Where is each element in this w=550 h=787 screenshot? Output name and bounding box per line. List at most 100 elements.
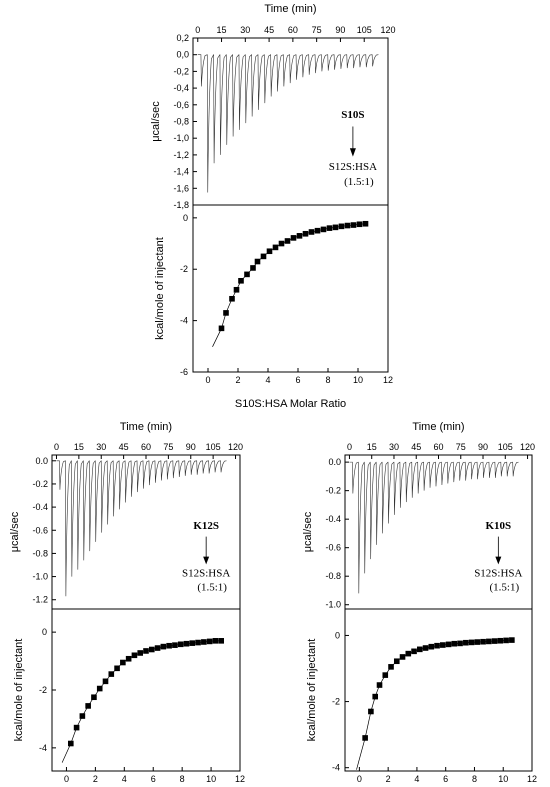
data-point	[278, 240, 285, 247]
integrated-ytick-label: -4	[180, 316, 188, 326]
annotation-ligand: K12S	[193, 520, 219, 532]
data-point	[445, 641, 452, 648]
integrated-panel: 0 2 4 6 8 10 12 S10S:HSA Molar Ratio 0 -2 -4 -6 kcal…	[154, 204, 393, 410]
integrated-xtick-label: 12	[527, 774, 537, 784]
annotation-complex: S12S:HSA	[182, 568, 230, 580]
data-point	[201, 639, 207, 645]
data-point	[302, 230, 309, 237]
data-point	[350, 222, 357, 228]
data-point	[114, 665, 120, 672]
data-point	[382, 672, 389, 678]
integrated-xtick-label: 6	[151, 774, 156, 784]
integrated-panel: 0 2 4 6 8 10 12 0 -2 -4 kcal/mole of injectant	[13, 608, 245, 784]
raw-xtick-label: 0	[54, 442, 59, 452]
integrated-plot-frame	[51, 608, 241, 772]
annotation-ligand: K10S	[485, 520, 511, 532]
raw-ytick-label: -0.8	[325, 571, 341, 581]
data-point	[96, 685, 103, 692]
raw-xtick-label: 90	[478, 442, 488, 452]
raw-panel: 0 15 30 45 60 75 90 105 120 Time (min) 0,2 0,0 -0,2 -…	[150, 3, 396, 210]
integrated-xtick-label: 2	[235, 375, 240, 385]
annotation-complex: S12S:HSA	[474, 568, 522, 580]
data-point	[166, 642, 172, 649]
integrated-ytick-label: 0	[335, 630, 340, 640]
raw-y-axis-title: μcal/sec	[150, 101, 162, 142]
data-point	[212, 638, 219, 644]
data-point	[284, 238, 291, 244]
integrated-xtick-label: 8	[180, 774, 185, 784]
data-point	[254, 258, 261, 265]
fit-curve	[61, 640, 222, 763]
raw-xtick-label: 60	[288, 25, 298, 35]
raw-ytick-label: -1,8	[173, 200, 189, 210]
raw-xtick-label: 45	[119, 442, 129, 452]
raw-xtick-label: 75	[163, 442, 173, 452]
integrated-xtick-label: 4	[122, 774, 127, 784]
data-point	[102, 678, 109, 685]
raw-ytick-label: -0,6	[173, 100, 189, 110]
raw-ytick-label: -1.0	[32, 572, 48, 582]
integrated-ytick-label: -2	[332, 697, 340, 707]
data-point	[131, 652, 138, 659]
data-point	[362, 735, 368, 741]
data-point	[160, 643, 167, 650]
raw-thermogram-trace	[56, 460, 227, 597]
raw-x-axis-title: Time (min)	[264, 3, 316, 15]
annotation-ratio: (1.5:1)	[197, 582, 227, 594]
raw-y-axis-title: μcal/sec	[9, 511, 21, 552]
integrated-ytick-label: -2	[180, 264, 188, 274]
data-point	[451, 640, 458, 647]
raw-ytick-label: -0,2	[173, 66, 189, 76]
raw-xtick-label: 60	[433, 442, 443, 452]
data-point	[509, 637, 515, 643]
data-point	[272, 244, 279, 251]
data-point	[218, 638, 224, 644]
annotation-arrow-head	[349, 148, 356, 157]
integrated-y-axis-title: kcal/mole of injectant	[154, 237, 166, 340]
data-point	[233, 286, 240, 293]
data-point	[503, 637, 509, 644]
data-point	[290, 235, 297, 241]
data-point	[434, 642, 440, 649]
raw-ytick-label: -1,0	[173, 133, 189, 143]
raw-xtick-label: 45	[411, 442, 421, 452]
data-point	[491, 638, 498, 644]
raw-xtick-label: 15	[367, 442, 377, 452]
data-point	[296, 233, 303, 239]
data-point	[73, 724, 80, 731]
raw-panel: 0 15 30 45 60 75 90 105 120 Time (min) 0.0 -0.2 -0.4…	[302, 421, 535, 610]
data-point	[338, 223, 345, 230]
raw-xtick-label: 30	[389, 442, 399, 452]
raw-xtick-label: 30	[96, 442, 106, 452]
raw-xtick-label: 60	[141, 442, 151, 452]
integrated-xtick-label: 8	[472, 774, 477, 784]
data-point	[79, 713, 86, 719]
raw-ytick-label: 0.0	[35, 456, 48, 466]
integrated-xtick-label: 0	[357, 774, 362, 784]
integrated-ytick-label: 0	[42, 627, 47, 637]
integrated-ytick-label: -4	[332, 763, 340, 773]
raw-ytick-label: -0.8	[32, 548, 48, 558]
data-point	[183, 640, 190, 647]
data-point	[474, 639, 481, 645]
data-point	[486, 638, 492, 645]
raw-ytick-label: 0.0	[328, 457, 341, 467]
raw-ytick-label: -1,6	[173, 183, 189, 193]
integrated-plot-frame	[344, 608, 533, 772]
data-point	[172, 642, 178, 648]
data-point	[125, 655, 132, 662]
integrated-xtick-label: 8	[325, 375, 330, 385]
raw-thermogram-trace	[197, 54, 379, 193]
raw-xtick-label: 45	[264, 25, 274, 35]
data-point	[320, 226, 327, 233]
raw-ytick-label: -0.2	[32, 479, 48, 489]
data-point	[376, 682, 383, 688]
integrated-xtick-label: 12	[235, 774, 245, 784]
data-point	[85, 703, 91, 709]
integrated-xtick-label: 2	[93, 774, 98, 784]
raw-xtick-label: 105	[498, 442, 513, 452]
data-point	[223, 310, 229, 316]
raw-ytick-label: -0.6	[32, 525, 48, 535]
